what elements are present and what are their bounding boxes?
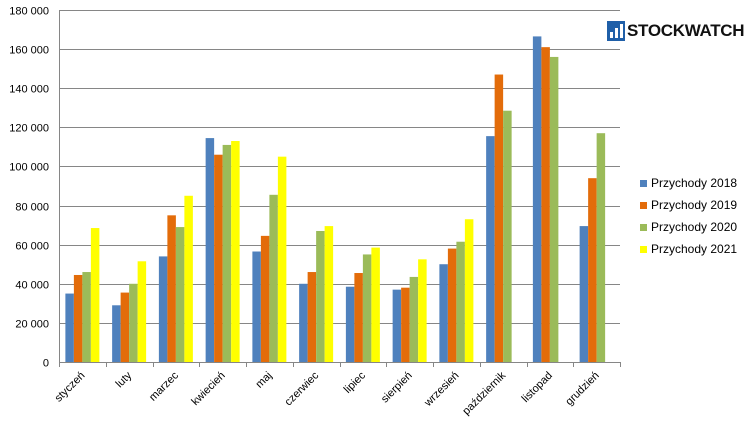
bar-przychody-2018 bbox=[158, 256, 168, 362]
bar-przychody-2018 bbox=[345, 286, 355, 362]
x-tick-label: grudzień bbox=[563, 370, 601, 408]
y-tick-label: 180 000 bbox=[9, 6, 49, 18]
x-tick-label: styczeń bbox=[53, 370, 88, 405]
y-tick-label: 100 000 bbox=[9, 162, 49, 174]
x-tick-label: maj bbox=[253, 370, 274, 391]
legend-label: Przychody 2020 bbox=[651, 220, 738, 234]
bar-chart-icon bbox=[607, 21, 625, 41]
bar-przychody-2021 bbox=[324, 226, 334, 362]
bar-przychody-2018 bbox=[392, 289, 402, 362]
bar-przychody-2018 bbox=[486, 136, 495, 362]
bar-przychody-2021 bbox=[464, 219, 474, 362]
legend-label: Przychody 2021 bbox=[651, 242, 738, 256]
bar-przychody-2020 bbox=[549, 56, 559, 363]
bar-przychody-2021 bbox=[371, 247, 380, 362]
x-tick-label: luty bbox=[114, 369, 135, 390]
bar-przychody-2021 bbox=[184, 195, 193, 362]
legend-item: Przychody 2018 bbox=[640, 172, 737, 194]
bar-przychody-2018 bbox=[112, 305, 121, 362]
legend-item: Przychody 2020 bbox=[640, 216, 737, 238]
bar-przychody-2019 bbox=[541, 47, 550, 362]
y-tick-label: 140 000 bbox=[9, 84, 49, 96]
logo-text: STOCKWATCH bbox=[627, 21, 745, 40]
bar-przychody-2019 bbox=[73, 274, 83, 362]
bar-przychody-2020 bbox=[456, 241, 465, 362]
bar-przychody-2018 bbox=[439, 264, 448, 362]
y-tick-label: 40 000 bbox=[15, 280, 49, 292]
legend-item: Przychody 2021 bbox=[640, 238, 737, 260]
x-tick-label: lipiec bbox=[342, 369, 369, 396]
x-tick-label: marzec bbox=[147, 369, 181, 403]
chart-legend: Przychody 2018 Przychody 2019 Przychody 20… bbox=[640, 172, 737, 260]
bar-przychody-2021 bbox=[231, 141, 240, 362]
bar-przychody-2019 bbox=[354, 273, 363, 362]
y-tick-label: 160 000 bbox=[9, 45, 49, 57]
legend-swatch bbox=[640, 223, 647, 231]
bar-przychody-2019 bbox=[260, 235, 270, 362]
y-tick-label: 60 000 bbox=[15, 241, 49, 253]
legend-swatch bbox=[640, 179, 647, 187]
bar-przychody-2020 bbox=[409, 276, 419, 362]
stockwatch-logo: STOCKWATCH bbox=[607, 20, 745, 42]
legend-label: Przychody 2018 bbox=[651, 176, 738, 190]
y-tick-label: 20 000 bbox=[15, 319, 49, 331]
x-tick-label: sierpień bbox=[379, 370, 415, 406]
x-axis-tick-labels: styczeń luty marzec kwiecień maj czerwiec lipi… bbox=[53, 369, 602, 417]
y-axis-tick-labels: 0 20 000 40 000 60 000 80 000 100 000 120 000 1… bbox=[9, 6, 49, 370]
bar-przychody-2021 bbox=[277, 156, 287, 362]
bar-przychody-2020 bbox=[222, 144, 232, 362]
bar-przychody-2021 bbox=[90, 228, 100, 362]
bar-przychody-2018 bbox=[299, 283, 308, 362]
bar-przychody-2019 bbox=[588, 178, 597, 362]
bar-przychody-2020 bbox=[503, 110, 512, 363]
bar-przychody-2021 bbox=[137, 261, 147, 362]
bar-przychody-2019 bbox=[214, 154, 223, 362]
x-tick-label: listopad bbox=[520, 370, 555, 405]
y-tick-label: 80 000 bbox=[15, 202, 49, 214]
x-tick-label: październik bbox=[460, 369, 508, 417]
bar-przychody-2018 bbox=[252, 251, 261, 362]
gridlines bbox=[59, 10, 620, 324]
x-tick-label: czerwiec bbox=[282, 369, 321, 408]
bar-przychody-2019 bbox=[167, 215, 176, 362]
bar-przychody-2019 bbox=[401, 287, 410, 362]
axes bbox=[59, 10, 621, 367]
legend-item: Przychody 2019 bbox=[640, 194, 737, 216]
x-tick-label: kwiecień bbox=[189, 370, 227, 408]
y-tick-label: 0 bbox=[43, 358, 49, 370]
bar-przychody-2018 bbox=[532, 36, 542, 363]
bar-przychody-2020 bbox=[175, 227, 185, 362]
bar-przychody-2020 bbox=[362, 254, 372, 362]
legend-swatch bbox=[640, 245, 647, 253]
x-tick-label: wrzesień bbox=[422, 370, 462, 410]
bar-przychody-2018 bbox=[65, 293, 74, 362]
bar-przychody-2019 bbox=[120, 292, 130, 362]
bar-przychody-2020 bbox=[129, 283, 138, 362]
bar-przychody-2019 bbox=[307, 272, 317, 362]
legend-label: Przychody 2019 bbox=[651, 198, 738, 212]
bar-przychody-2021 bbox=[418, 259, 427, 362]
bar-przychody-2020 bbox=[596, 133, 606, 362]
bar-przychody-2019 bbox=[447, 248, 457, 362]
bar-przychody-2018 bbox=[205, 138, 215, 362]
bar-przychody-2019 bbox=[494, 74, 504, 362]
bar-przychody-2020 bbox=[269, 194, 278, 362]
y-tick-label: 120 000 bbox=[9, 123, 49, 135]
bar-przychody-2020 bbox=[82, 272, 91, 362]
bar-przychody-2020 bbox=[316, 230, 325, 362]
bars bbox=[65, 36, 606, 363]
bar-przychody-2018 bbox=[579, 226, 589, 362]
legend-swatch bbox=[640, 201, 647, 209]
